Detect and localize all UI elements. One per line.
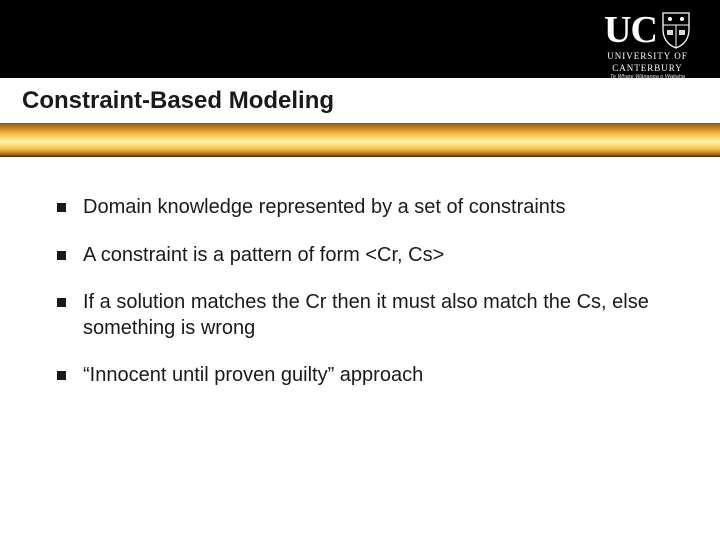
list-item: If a solution matches the Cr then it mus…	[55, 290, 665, 341]
list-item: Domain knowledge represented by a set of…	[55, 195, 665, 221]
logo-top-row: UC	[590, 11, 705, 49]
list-item: A constraint is a pattern of form <Cr, C…	[55, 243, 665, 269]
logo-canterbury: CANTERBURY	[590, 63, 705, 73]
gradient-band	[0, 123, 720, 157]
list-item: “Innocent until proven guilty” approach	[55, 363, 665, 389]
university-logo: UC UNIVERSITY OF CANTERBURY Te Whare Wān…	[590, 11, 705, 87]
slide-title: Constraint-Based Modeling	[22, 87, 334, 115]
bullet-list: Domain knowledge represented by a set of…	[55, 195, 665, 389]
crest-icon	[661, 11, 691, 49]
slide-content: Domain knowledge represented by a set of…	[0, 185, 720, 411]
logo-university-of: UNIVERSITY OF	[590, 51, 705, 61]
title-bar: Constraint-Based Modeling	[0, 78, 720, 123]
logo-initials: UC	[604, 11, 657, 49]
